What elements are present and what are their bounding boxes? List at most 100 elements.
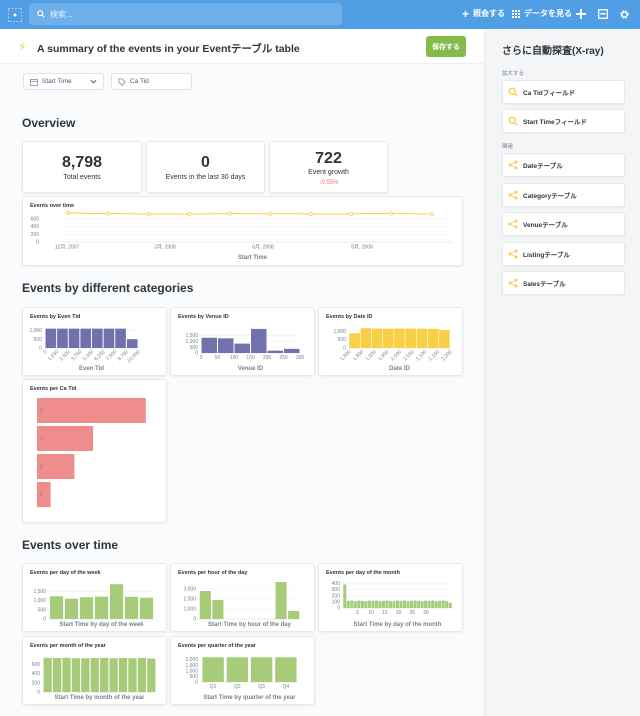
x-axis-title: Start Time [238,255,268,261]
chart-events-by-even-tid[interactable]: Events by Even Tid 0 500 1,000 0 1,250 2,500 3… [22,307,167,376]
sidebar-item-date-table[interactable]: Dateテーブル [502,153,625,177]
chart-plot: 0 200 400 600 12月, 2007 3月, 2008 6月, 2008 9月, 2… [31,210,452,261]
search-icon [37,10,45,18]
filter-start-time[interactable]: Start Time [23,73,104,90]
bar [382,328,394,348]
y-tick-label: 0 [195,680,198,686]
y-tick-label: 500 [34,337,43,343]
archive-icon[interactable] [596,7,610,21]
growth-delta: ↓0.55% [270,180,387,186]
scalar-value: 8,798 [61,154,103,171]
bar [353,601,357,608]
scalar-event-growth[interactable]: 722 Event growth ↓0.55% [269,141,388,193]
x-tick-label: 0 [200,355,203,361]
sidebar-item-ca-tid-field[interactable]: Ca Tidフィールド [502,80,625,104]
chart-plot: 05001,00001,2502,5003,7505,0006,2507,500… [29,328,141,372]
y-tick-label: 0 [193,617,196,623]
bar [445,600,449,608]
x-tick-label: 2,500 [59,349,72,362]
scalar-label: Events in the last 30 days [165,174,246,181]
data-point [106,211,111,216]
y-tick-label: 1,500 [185,333,198,339]
sidebar-item-listing-table[interactable]: Listingテーブル [502,242,625,266]
x-tick-label: 2,150 [428,349,441,362]
scalar-last-30-days[interactable]: 0 Events in the last 30 days [146,141,265,193]
scalar-value: 722 [315,150,342,167]
x-tick-label: 25 [410,610,416,616]
filter-ca-tid[interactable]: Ca Tid [111,73,192,90]
bar [357,600,361,608]
bar [201,337,217,353]
y-tick-label: 3,000 [183,587,196,593]
bar [68,328,80,348]
save-button[interactable]: 保存する [426,36,466,57]
bar [350,600,354,608]
chart-events-per-ca-tid[interactable]: Events per Ca Tid 9 7 8 6 [22,379,167,523]
chart-events-per-quarter[interactable]: Events per quarter of the year 0 500 1,000… [170,636,315,705]
browse-data-button[interactable]: データを見る [512,8,572,19]
bar [80,328,91,348]
x-tick-label: 5,000 [82,349,95,362]
bar [234,343,250,353]
new-question-button[interactable]: + 照会する [462,8,505,20]
bar-label: 9 [40,409,43,415]
scalar-total-events[interactable]: 8,798 Total events [22,141,142,193]
x-axis-title: Start Time by month of the year [55,695,146,701]
data-point [268,211,273,216]
bar [367,600,371,608]
bar [374,600,378,608]
chart-events-by-venue-id[interactable]: Events by Venue ID 0 500 1,000 1,500 0 50 100 1… [170,307,315,376]
sidebar-item-sales-table[interactable]: Salesテーブル [502,271,625,295]
x-tick-label: 50 [215,355,221,361]
data-point [187,212,192,217]
gear-icon[interactable] [617,7,631,21]
data-point [227,211,232,216]
bar [417,600,421,608]
bar [250,657,273,682]
bar [124,596,139,619]
metabase-logo-icon[interactable] [8,7,22,22]
bar [128,658,137,692]
bar [226,657,249,682]
chart-events-by-date-id[interactable]: Events by Date ID 0 500 1,000 1,800 1,850 1,9… [318,307,463,376]
x-axis-title: Venue ID [238,366,264,372]
search-input[interactable] [50,9,310,19]
bar [413,600,417,608]
bar [406,601,410,608]
sidebar-item-category-table[interactable]: Categoryテーブル [502,183,625,207]
bar [395,600,400,608]
x-tick-label: 2,050 [402,349,415,362]
chart-events-per-day-of-month[interactable]: Events per day of the month 0 100 200 300 40… [318,563,463,632]
chart-events-per-hour-of-day[interactable]: Events per hour of the day 0 1,000 2,000 3,… [170,563,315,632]
section-overview: Overview [22,116,76,130]
bar [346,600,350,608]
chart-events-per-month-of-year[interactable]: Events per month of the year 0 200 400 600 S… [22,636,167,705]
sidebar-item-start-time-field[interactable]: Start Timeフィールド [502,109,625,133]
y-tick-label: 300 [332,587,341,593]
add-icon[interactable] [574,7,588,21]
connections-icon [508,278,518,288]
x-tick-label: 100 [230,355,239,361]
x-tick-label: 0 [42,349,48,355]
bar [267,350,283,353]
bar [371,328,383,348]
bar [431,600,435,608]
chevron-down-icon [90,79,97,84]
chart-events-over-time[interactable]: Events over time 0 200 400 600 12月, 2007 3月, … [22,196,463,266]
section-categories: Events by different categories [22,281,194,295]
x-tick-label: 1,250 [47,349,60,362]
chart-events-per-day-of-week[interactable]: Events per day of the week 0 500 1,000 1,50… [22,563,167,632]
chart-title: Events by Even Tid [30,314,81,320]
sidebar-item-venue-table[interactable]: Venueテーブル [502,212,625,236]
bar [360,328,372,348]
search-box[interactable] [29,3,342,25]
bar [79,597,94,619]
bar [37,398,146,423]
bolt-icon: ⚡ [18,40,27,54]
section-over-time: Events over time [22,538,119,552]
sidebar-item-label: Start Timeフィールド [523,119,588,126]
growth-delta-value: 0.55% [321,180,339,186]
x-tick-label: 3月, 2008 [154,245,176,251]
chart-title: Events by Venue ID [178,314,229,320]
